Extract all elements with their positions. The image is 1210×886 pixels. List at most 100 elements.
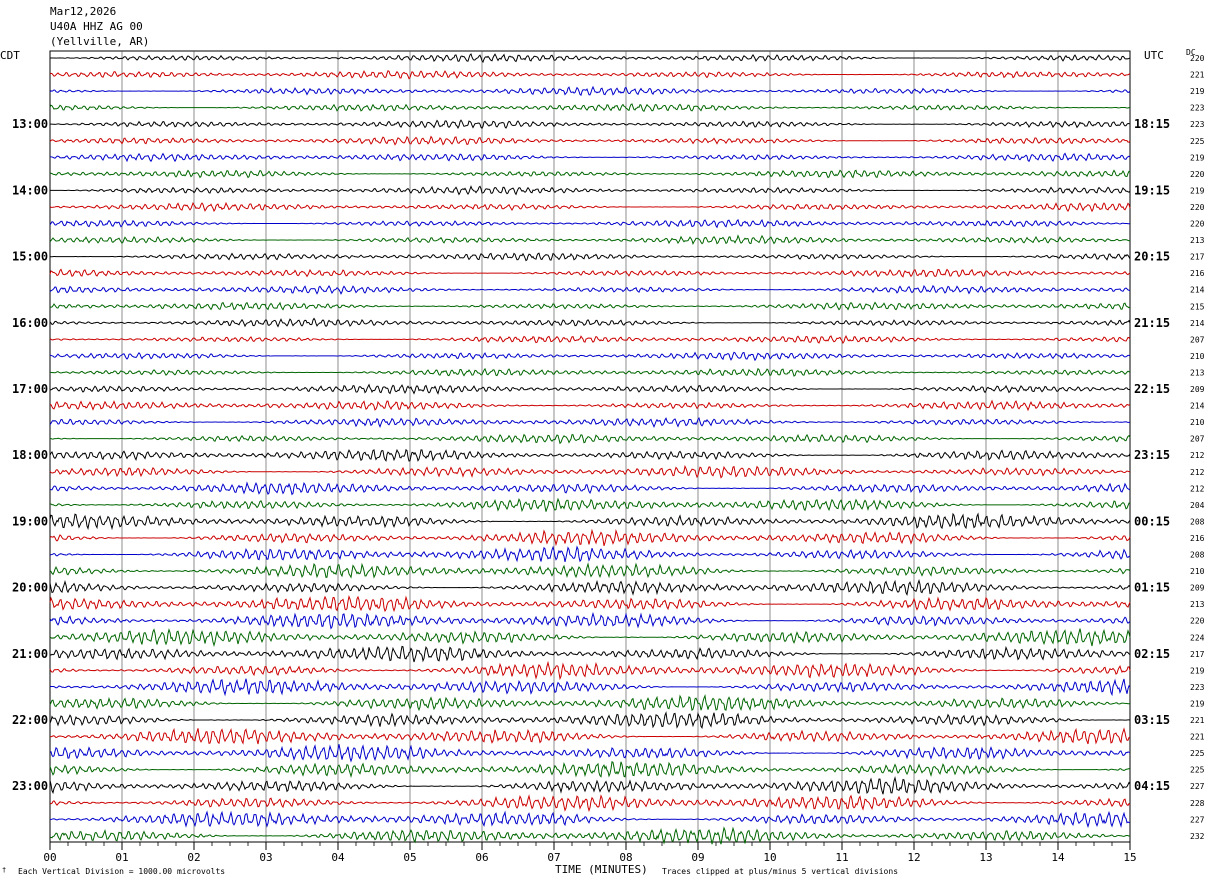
x-tick-label: 00: [43, 851, 56, 864]
trace-dc-offset: 221: [1190, 733, 1205, 742]
left-timezone-label: CDT: [0, 49, 20, 62]
left-hour-label: 21:00: [12, 647, 48, 661]
trace-dc-offset: 213: [1190, 236, 1205, 245]
right-hour-label: 21:15: [1134, 316, 1170, 330]
trace-dc-offset: 210: [1190, 567, 1205, 576]
left-hour-label: 16:00: [12, 316, 48, 330]
trace-line: [49, 628, 1131, 648]
trace-dc-offset: 220: [1190, 220, 1205, 229]
header-location: (Yellville, AR): [50, 35, 150, 48]
trace-dc-offset: 223: [1190, 683, 1205, 692]
trace-dc-offset: 217: [1190, 650, 1205, 659]
right-hour-label: 18:15: [1134, 117, 1170, 131]
right-hour-label: 01:15: [1134, 581, 1170, 595]
trace-line: [49, 70, 1131, 80]
trace-line: [49, 367, 1131, 377]
clip-note: Traces clipped at plus/minus 5 vertical …: [662, 867, 899, 876]
trace-line: [49, 53, 1131, 63]
x-tick-label: 11: [835, 851, 848, 864]
trace-dc-offset: 219: [1190, 87, 1205, 96]
trace-line: [49, 611, 1131, 630]
trace-dc-offset: 215: [1190, 302, 1205, 311]
trace-line: [49, 335, 1131, 344]
x-tick-label: 10: [763, 851, 776, 864]
left-hour-label: 22:00: [12, 713, 48, 727]
trace-line: [49, 301, 1131, 311]
x-tick-label: 14: [1051, 851, 1065, 864]
trace-dc-offset: 209: [1190, 584, 1205, 593]
trace-dc-offset: 213: [1190, 368, 1205, 377]
trace-line: [49, 218, 1131, 229]
x-tick-label: 06: [475, 851, 488, 864]
trace-line: [49, 268, 1131, 278]
left-hour-label: 20:00: [12, 581, 48, 595]
trace-dc-offset: 220: [1190, 54, 1205, 63]
trace-dc-offset: 209: [1190, 385, 1205, 394]
trace-line: [49, 678, 1131, 697]
left-hour-label: 23:00: [12, 779, 48, 793]
header-date: Mar12,2026: [50, 5, 117, 18]
x-tick-label: 09: [691, 851, 704, 864]
trace-line: [49, 761, 1131, 779]
trace-dc-offset: 228: [1190, 799, 1205, 808]
trace-line: [49, 383, 1131, 395]
x-tick-label: 13: [979, 851, 992, 864]
trace-line: [49, 416, 1131, 429]
trace-dc-offset: 208: [1190, 517, 1205, 526]
right-timezone-label: UTC: [1144, 49, 1164, 62]
x-tick-label: 07: [547, 851, 560, 864]
trace-line: [49, 284, 1131, 295]
trace-line: [49, 660, 1131, 681]
trace-line: [49, 545, 1131, 563]
trace-dc-offset: 216: [1190, 269, 1205, 278]
stamp-glyph: †: [2, 866, 7, 874]
x-axis-title: TIME (MINUTES): [555, 863, 648, 876]
trace-dc-offset: 224: [1190, 633, 1205, 642]
trace-line: [49, 562, 1131, 579]
trace-line: [49, 711, 1131, 730]
right-hour-label: 00:15: [1134, 514, 1170, 528]
scale-note: Each Vertical Division = 1000.00 microvo…: [18, 867, 226, 876]
trace-line: [49, 744, 1131, 763]
trace-line: [49, 727, 1131, 745]
trace-dc-offset: 214: [1190, 319, 1205, 328]
right-hour-label: 22:15: [1134, 382, 1170, 396]
trace-dc-offset: 220: [1190, 203, 1205, 212]
trace-line: [49, 234, 1131, 245]
trace-dc-offset: 217: [1190, 253, 1205, 262]
trace-dc-offset: 227: [1190, 782, 1205, 791]
trace-dc-offset: 232: [1190, 832, 1205, 841]
trace-dc-offset: 223: [1190, 120, 1205, 129]
trace-line: [49, 351, 1131, 362]
trace-dc-offset: 212: [1190, 468, 1205, 477]
trace-dc-offset: 212: [1190, 484, 1205, 493]
trace-line: [49, 481, 1131, 496]
x-tick-label: 03: [259, 851, 272, 864]
x-tick-label: 05: [403, 851, 416, 864]
trace-line: [49, 694, 1131, 712]
trace-line: [49, 448, 1131, 462]
trace-dc-offset: 207: [1190, 435, 1205, 444]
trace-line: [49, 317, 1131, 328]
trace-dc-offset: 223: [1190, 104, 1205, 113]
trace-dc-offset: 212: [1190, 451, 1205, 460]
trace-dc-offset: 221: [1190, 71, 1205, 80]
trace-line: [49, 794, 1131, 813]
trace-dc-offset: 220: [1190, 170, 1205, 179]
left-hour-label: 13:00: [12, 117, 48, 131]
trace-dc-offset: 225: [1190, 137, 1205, 146]
dc-column-label: DC: [1186, 48, 1196, 57]
header-station: U40A HHZ AG 00: [50, 20, 143, 33]
right-hour-label: 04:15: [1134, 779, 1170, 793]
trace-dc-offset: 225: [1190, 766, 1205, 775]
trace-dc-offset: 219: [1190, 186, 1205, 195]
trace-line: [49, 528, 1131, 547]
right-hour-label: 23:15: [1134, 448, 1170, 462]
x-tick-label: 01: [115, 851, 128, 864]
trace-line: [49, 595, 1131, 613]
trace-dc-offset: 214: [1190, 286, 1205, 295]
trace-line: [49, 103, 1131, 112]
trace-dc-offset: 214: [1190, 402, 1205, 411]
trace-dc-offset: 207: [1190, 335, 1205, 344]
